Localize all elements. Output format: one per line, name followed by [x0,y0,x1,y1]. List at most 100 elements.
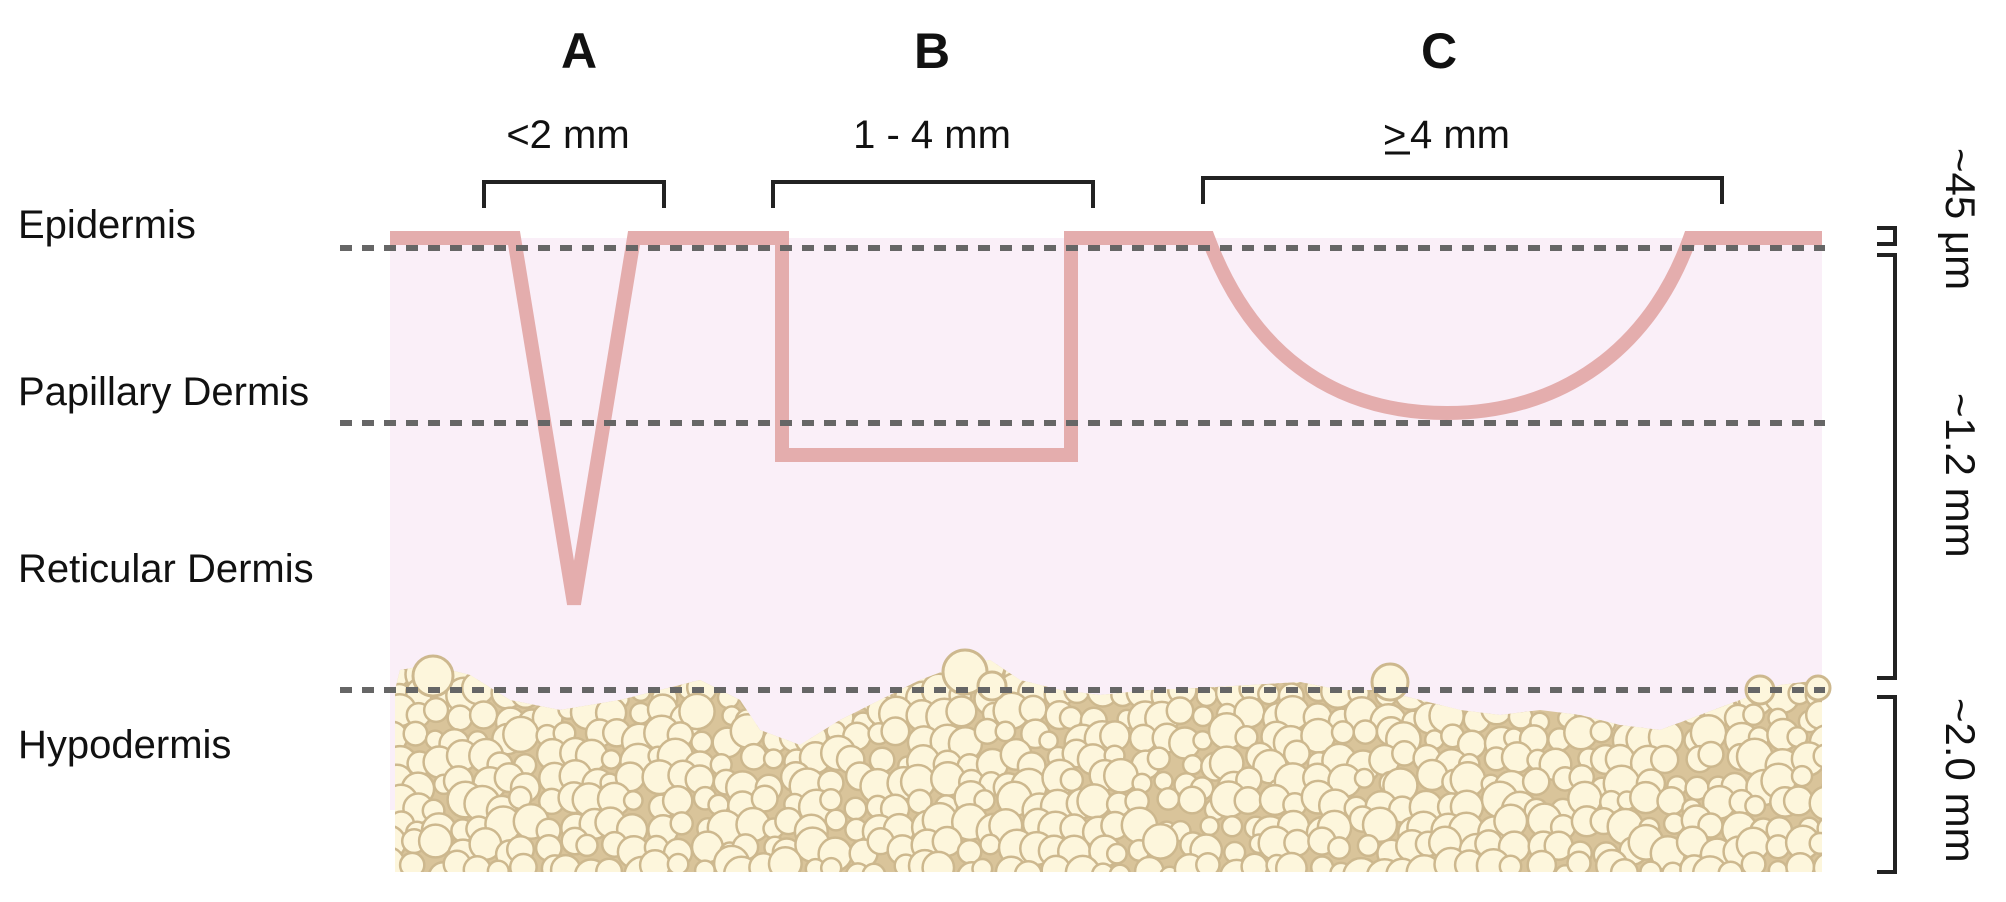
scar-type-letter-c: C [1421,23,1457,79]
fat-cell [1498,854,1523,872]
fat-cell [1812,851,1822,872]
fat-cell [1521,767,1551,796]
fat-cell [1740,851,1767,872]
fat-cell [1744,794,1767,817]
depth-bracket-hypodermis [1877,695,1897,874]
fat-cell [921,850,956,872]
fat-cell [595,857,624,872]
depth-label-hypodermis: ~2.0 mm [1937,698,1984,863]
fat-cell [1782,785,1815,817]
fat-cell [1609,858,1639,872]
bracket-b [771,180,1095,208]
fat-cell [1282,739,1311,768]
fat-cell [661,784,694,817]
fat-cell [1018,694,1048,724]
fat-cell [1274,851,1308,872]
fat-cell [824,808,848,832]
fat-cell [1090,862,1116,872]
fat-cell [1742,703,1766,727]
fat-cell [411,654,455,698]
fat-cell [1177,785,1207,815]
fat-cell [1059,767,1085,793]
fat-cell [1141,822,1179,860]
bracket-a [482,180,666,208]
fat-cell [819,856,843,872]
layer-label-hypodermis: Hypodermis [18,723,231,767]
fat-cell [446,704,474,732]
fat-cell [1105,842,1128,865]
fat-cell [1370,662,1410,702]
fat-cell [1356,834,1380,858]
fat-cell [1785,851,1816,872]
depth-bracket-epidermis [1877,226,1897,246]
fat-cell [971,857,994,872]
fat-cell [422,696,450,724]
fat-cell [402,720,429,747]
fat-cell [1649,744,1680,775]
fat-cell [1234,725,1259,750]
fat-cell [669,811,694,836]
fat-cell [417,823,454,859]
fat-cell [1181,754,1204,776]
fat-cell [1283,828,1312,857]
fat-cell [638,848,672,872]
fat-cell [1691,855,1729,872]
fat-cell [762,748,785,770]
fat-cell [739,742,768,771]
fat-cell [1697,740,1725,769]
fat-cell [843,796,868,821]
layer-label-reticular-dermis: Reticular Dermis [18,547,314,591]
scar-size-value-c: 4 mm [1410,113,1510,157]
fat-cell [1195,851,1221,872]
fat-cell [1566,850,1592,872]
fat-cell [1156,786,1181,811]
fat-cell [1812,743,1822,769]
fat-cell [1589,719,1614,744]
fat-cell [575,833,599,858]
fat-cell [1191,705,1214,728]
fat-cell [1353,767,1375,789]
fat-cell [468,700,499,730]
fat-cell [979,833,1002,856]
fat-cell [1808,831,1822,856]
fat-cell [398,851,426,872]
fat-cell [1233,786,1263,816]
fat-cell [1361,806,1399,843]
scar-size-label-c: > 4 mm [1383,113,1510,157]
fat-cell [502,715,540,754]
bracket-c [1201,176,1724,204]
scar-size-label-b: 1 - 4 mm [853,113,1011,157]
fat-cell [693,859,716,872]
fat-cell [1816,815,1822,843]
fat-cell [1405,854,1443,872]
fat-cell [1327,836,1352,861]
fat-cell [1656,786,1687,816]
fat-cell [1038,730,1059,752]
fat-cell [1108,863,1132,872]
scar-type-letter-b: B [914,23,950,79]
fat-cell [1013,860,1043,872]
fat-cell [1076,783,1113,820]
fat-cell [945,695,978,728]
fat-cell [1064,854,1101,872]
fat-cell [690,730,714,754]
fat-cell [1767,859,1789,872]
fat-cell [1352,719,1379,745]
depth-label-dermis: ~1.2 mm [1937,393,1984,558]
layer-label-papillary-dermis: Papillary Dermis [18,370,309,414]
fat-cell [508,852,538,872]
fat-cell [1804,699,1822,731]
fat-cell [1220,815,1244,838]
fat-cell [994,720,1017,743]
fat-cell [1639,860,1663,872]
fat-cell [666,852,690,872]
fat-cell [622,790,644,811]
fat-cell [678,692,716,731]
fat-cell [819,788,843,812]
fat-cell [976,670,1008,702]
fat-cell [1146,746,1171,771]
fat-cell [1133,855,1165,872]
fat-cell [600,748,622,770]
fat-cell [1821,776,1822,798]
